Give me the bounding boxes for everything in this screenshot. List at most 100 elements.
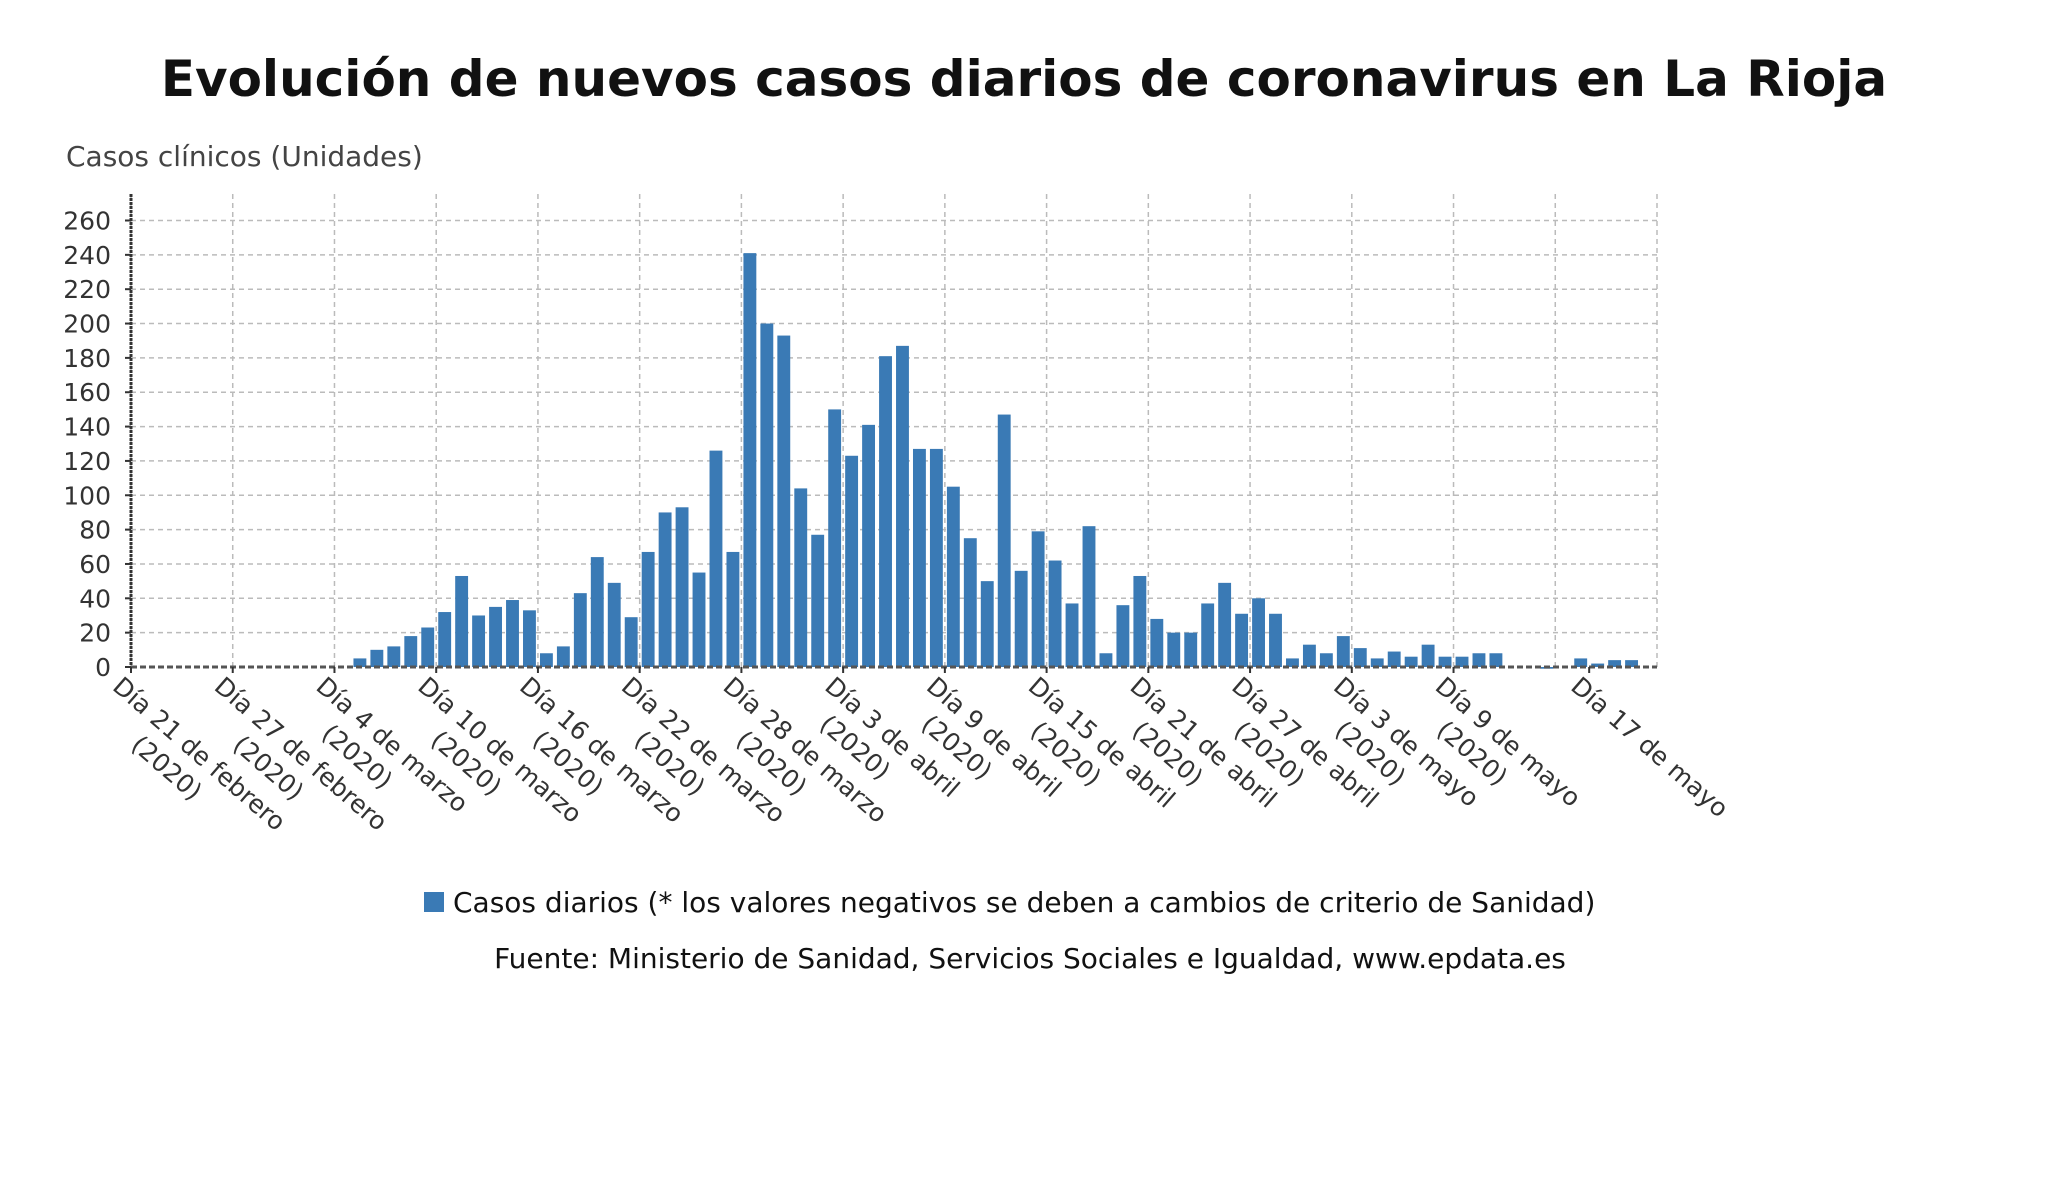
bar: [1116, 605, 1130, 667]
bar: [1082, 526, 1096, 667]
bar: [1269, 613, 1282, 667]
bar: [1286, 658, 1299, 667]
bar: [1184, 632, 1198, 667]
bar: [1404, 656, 1418, 667]
y-tick-label: 200: [63, 310, 111, 339]
bar: [1048, 560, 1062, 667]
bar: [828, 409, 842, 667]
y-tick-label: 220: [63, 275, 111, 304]
bar: [1133, 575, 1147, 667]
bar: [1370, 658, 1384, 667]
bar: [1625, 660, 1639, 667]
bar: [1336, 636, 1350, 667]
bar: [353, 658, 367, 667]
y-tick-label: 260: [63, 207, 111, 236]
bar: [997, 414, 1011, 667]
bar: [506, 600, 519, 667]
bar: [573, 593, 587, 667]
bar: [472, 615, 486, 667]
bar: [946, 486, 960, 667]
bar: [1065, 603, 1079, 667]
y-tick-label: 100: [63, 481, 111, 510]
bar: [1099, 653, 1113, 667]
x-tick-label-line1: Día 17 de mayo: [1565, 671, 1734, 823]
bar: [1353, 648, 1367, 667]
source-note: Fuente: Ministerio de Sanidad, Servicios…: [494, 942, 1566, 975]
bar: [658, 512, 672, 667]
bar: [455, 575, 469, 667]
bar: [963, 538, 977, 667]
bar: [1387, 651, 1401, 667]
bar: [1031, 531, 1045, 667]
bar: [624, 617, 638, 667]
bar: [879, 356, 892, 667]
x-axis-ticks: Día 21 de febrero(2020) Día 27 de febrero…: [107, 667, 1734, 837]
bar: [1455, 656, 1469, 667]
gridlines: [130, 194, 1658, 667]
bar: [1319, 653, 1333, 667]
y-tick-label: 0: [95, 653, 111, 682]
legend-label: Casos diarios (* los valores negativos s…: [453, 886, 1595, 919]
chart-title: Evolución de nuevos casos diarios de cor…: [161, 50, 1887, 108]
y-tick-label: 40: [79, 584, 111, 613]
bar: [980, 581, 994, 667]
bars: [353, 253, 1639, 669]
bar: [387, 646, 401, 667]
bar: [1218, 582, 1232, 667]
y-axis-ticks: 0 20 40 60 80 100 120 140 160 180 200 220 240 260: [63, 207, 131, 682]
bar: [1302, 644, 1316, 667]
legend-swatch: [424, 892, 444, 912]
bar: [845, 455, 859, 667]
y-tick-label: 140: [63, 413, 111, 442]
legend: Casos diarios (* los valores negativos s…: [424, 886, 1595, 919]
y-tick-label: 80: [79, 516, 111, 545]
bar: [692, 572, 706, 667]
bar: [743, 253, 757, 667]
bar: [1167, 632, 1181, 667]
y-tick-label: 180: [63, 344, 111, 373]
bar: [1608, 660, 1622, 667]
bar: [370, 649, 384, 667]
y-tick-label: 60: [79, 550, 111, 579]
bar: [912, 448, 926, 667]
bar: [862, 424, 876, 667]
bar: [1489, 653, 1503, 667]
axes: [129, 194, 1657, 669]
bar: [777, 335, 791, 667]
bar: [675, 507, 689, 667]
y-tick-label: 20: [79, 619, 111, 648]
bar: [929, 448, 943, 667]
bar: [1591, 663, 1605, 667]
bar: [896, 345, 909, 667]
bar: [607, 582, 621, 667]
bar: [539, 653, 553, 667]
bar: [1438, 656, 1452, 667]
bar: [404, 636, 418, 667]
y-tick-label: 160: [63, 378, 111, 407]
bar: [590, 557, 604, 667]
bar: [811, 534, 825, 667]
bar: [709, 450, 723, 667]
bar: [438, 612, 452, 667]
y-axis-label: Casos clínicos (Unidades): [66, 140, 423, 173]
bar: [1472, 653, 1486, 667]
bar: [1574, 658, 1588, 667]
bar: [1201, 603, 1215, 667]
bar: [1014, 570, 1028, 667]
bar: [1421, 644, 1435, 667]
x-tick-label: Día 17 de mayo: [1565, 671, 1734, 823]
y-tick-label: 240: [63, 241, 111, 270]
bar: [489, 606, 502, 667]
bar: [641, 551, 655, 667]
bar: [556, 646, 570, 667]
bar: [726, 551, 740, 667]
bar: [421, 627, 435, 667]
bar: [523, 610, 536, 667]
bar: [794, 488, 808, 667]
bar: [1252, 598, 1265, 667]
bar: [1150, 618, 1164, 667]
bar: [760, 323, 774, 667]
bar: [1235, 613, 1249, 667]
y-tick-label: 120: [63, 447, 111, 476]
